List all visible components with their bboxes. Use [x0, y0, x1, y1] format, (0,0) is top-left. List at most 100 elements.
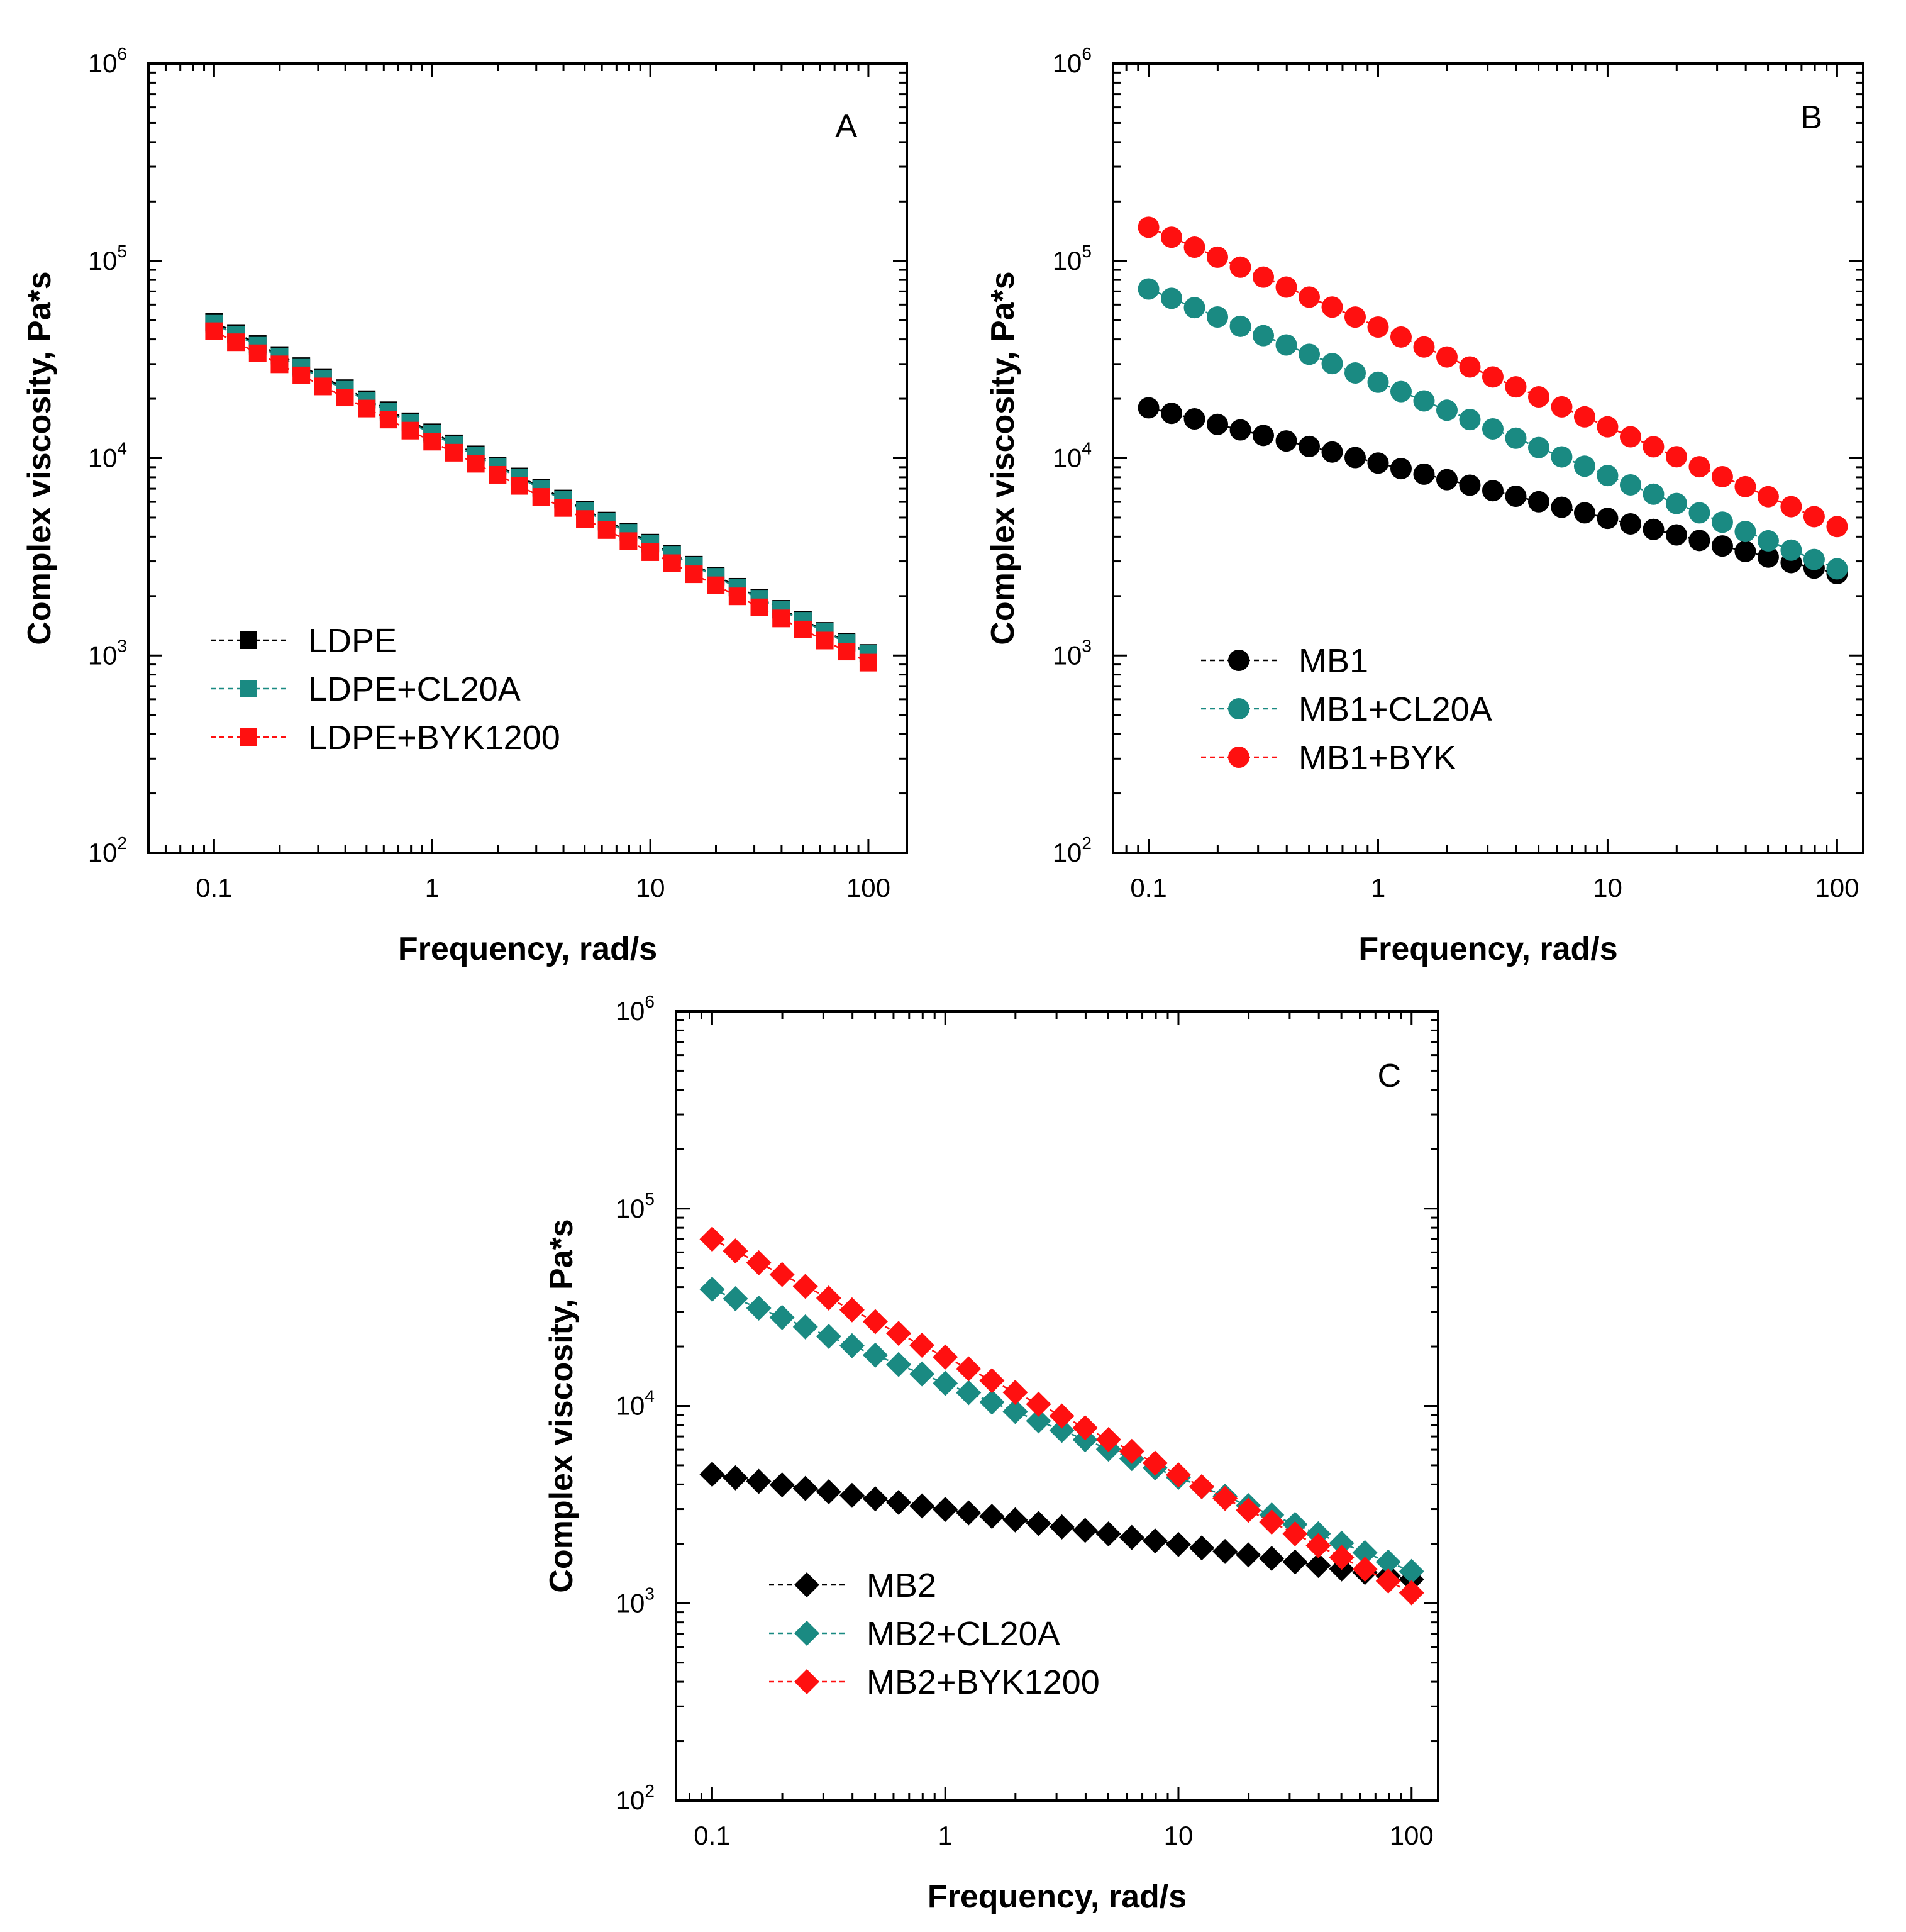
series-mb1: [1138, 397, 1848, 585]
data-point: [1597, 416, 1619, 438]
data-point: [663, 554, 681, 572]
data-point: [956, 1500, 982, 1526]
x-tick-label: 1: [1371, 873, 1385, 902]
data-point: [1207, 246, 1229, 268]
data-point: [699, 1277, 725, 1302]
data-point: [1399, 1580, 1424, 1606]
data-point: [1095, 1521, 1121, 1547]
data-point: [862, 1342, 888, 1368]
data-point: [1207, 413, 1229, 435]
data-point: [1643, 518, 1665, 540]
data-point: [933, 1497, 958, 1523]
x-axis-label: Frequency, rad/s: [398, 931, 657, 967]
data-point: [862, 1486, 888, 1512]
x-tick-label: 100: [1390, 1821, 1434, 1850]
data-point: [1551, 396, 1573, 418]
data-point: [1367, 316, 1389, 338]
data-point: [510, 477, 528, 495]
data-point: [641, 543, 660, 561]
y-axis-label: Complex viscosity, Pa*s: [543, 1219, 580, 1592]
data-point: [1344, 306, 1366, 328]
data-point: [1183, 236, 1205, 258]
data-point: [1253, 325, 1275, 347]
data-point: [1119, 1438, 1144, 1464]
x-tick-label: 10: [1164, 1821, 1194, 1850]
data-point: [792, 1475, 818, 1501]
data-point: [1711, 511, 1733, 533]
data-point: [1688, 502, 1710, 524]
data-point: [792, 1274, 818, 1299]
data-point: [816, 1285, 841, 1311]
y-tick-label: 103: [88, 636, 127, 670]
data-point: [1459, 409, 1481, 431]
x-tick-label: 0.1: [1130, 873, 1166, 902]
data-point: [956, 1380, 982, 1406]
legend-entry: LDPE+BYK1200: [211, 719, 560, 757]
data-point: [1459, 474, 1481, 496]
data-point: [1329, 1545, 1355, 1570]
data-point: [1573, 406, 1595, 428]
data-point: [1282, 1549, 1308, 1575]
data-point: [723, 1238, 748, 1264]
legend-label: MB2: [867, 1567, 936, 1604]
data-point: [1619, 474, 1641, 496]
data-point: [1619, 426, 1641, 448]
data-point: [401, 421, 419, 440]
data-point: [816, 631, 834, 650]
data-point: [859, 653, 877, 672]
x-tick-label: 1: [425, 873, 440, 902]
data-point: [1352, 1557, 1378, 1582]
data-point: [1275, 430, 1297, 452]
data-point: [838, 643, 856, 661]
data-point: [1049, 1403, 1075, 1429]
data-point: [1780, 539, 1802, 561]
y-tick-label: 106: [1053, 44, 1092, 78]
data-point: [1688, 530, 1710, 552]
data-point: [1459, 356, 1481, 378]
data-point: [979, 1389, 1005, 1415]
legend-marker: [794, 1621, 819, 1646]
data-point: [1399, 1558, 1424, 1584]
legend-marker: [794, 1669, 819, 1694]
panel-b: 0.1 1 10 100 102 103 104 105 106 Frequency, rad/s…: [985, 44, 1864, 967]
data-point: [1189, 1474, 1215, 1499]
y-axis-label: Complex viscosity, Pa*s: [985, 271, 1021, 645]
legend-marker: [240, 728, 257, 746]
data-point: [1229, 315, 1251, 337]
data-point: [979, 1368, 1005, 1394]
data-point: [1275, 276, 1297, 298]
data-point: [1161, 402, 1183, 425]
data-point: [379, 411, 397, 429]
data-point: [1367, 452, 1389, 474]
panel-letter: B: [1800, 99, 1822, 136]
data-point: [292, 366, 311, 384]
data-point: [248, 344, 267, 362]
data-point: [1183, 408, 1205, 430]
data-point: [1803, 506, 1825, 528]
panel-letter: A: [835, 108, 857, 145]
data-point: [445, 443, 463, 462]
data-point: [1299, 286, 1321, 308]
legend-label: MB1: [1299, 642, 1368, 680]
data-point: [270, 355, 289, 374]
x-tick-label: 10: [1593, 873, 1622, 902]
series-mb1-byk: [1138, 216, 1848, 538]
data-point: [1413, 336, 1435, 358]
data-point: [772, 609, 790, 628]
data-point: [1072, 1518, 1098, 1543]
legend-entry: MB1+CL20A: [1201, 691, 1492, 728]
data-point: [1757, 530, 1779, 552]
data-point: [1482, 480, 1504, 502]
data-point: [1161, 287, 1183, 309]
data-point: [769, 1262, 795, 1287]
data-point: [699, 1462, 725, 1487]
data-point: [1665, 492, 1687, 514]
x-axis-label: Frequency, rad/s: [928, 1879, 1187, 1915]
legend-entry: MB2+CL20A: [769, 1615, 1060, 1653]
x-tick-label: 100: [846, 873, 890, 902]
data-point: [839, 1482, 865, 1508]
data-point: [358, 399, 376, 418]
data-point: [1375, 1549, 1401, 1575]
data-point: [1212, 1538, 1238, 1564]
